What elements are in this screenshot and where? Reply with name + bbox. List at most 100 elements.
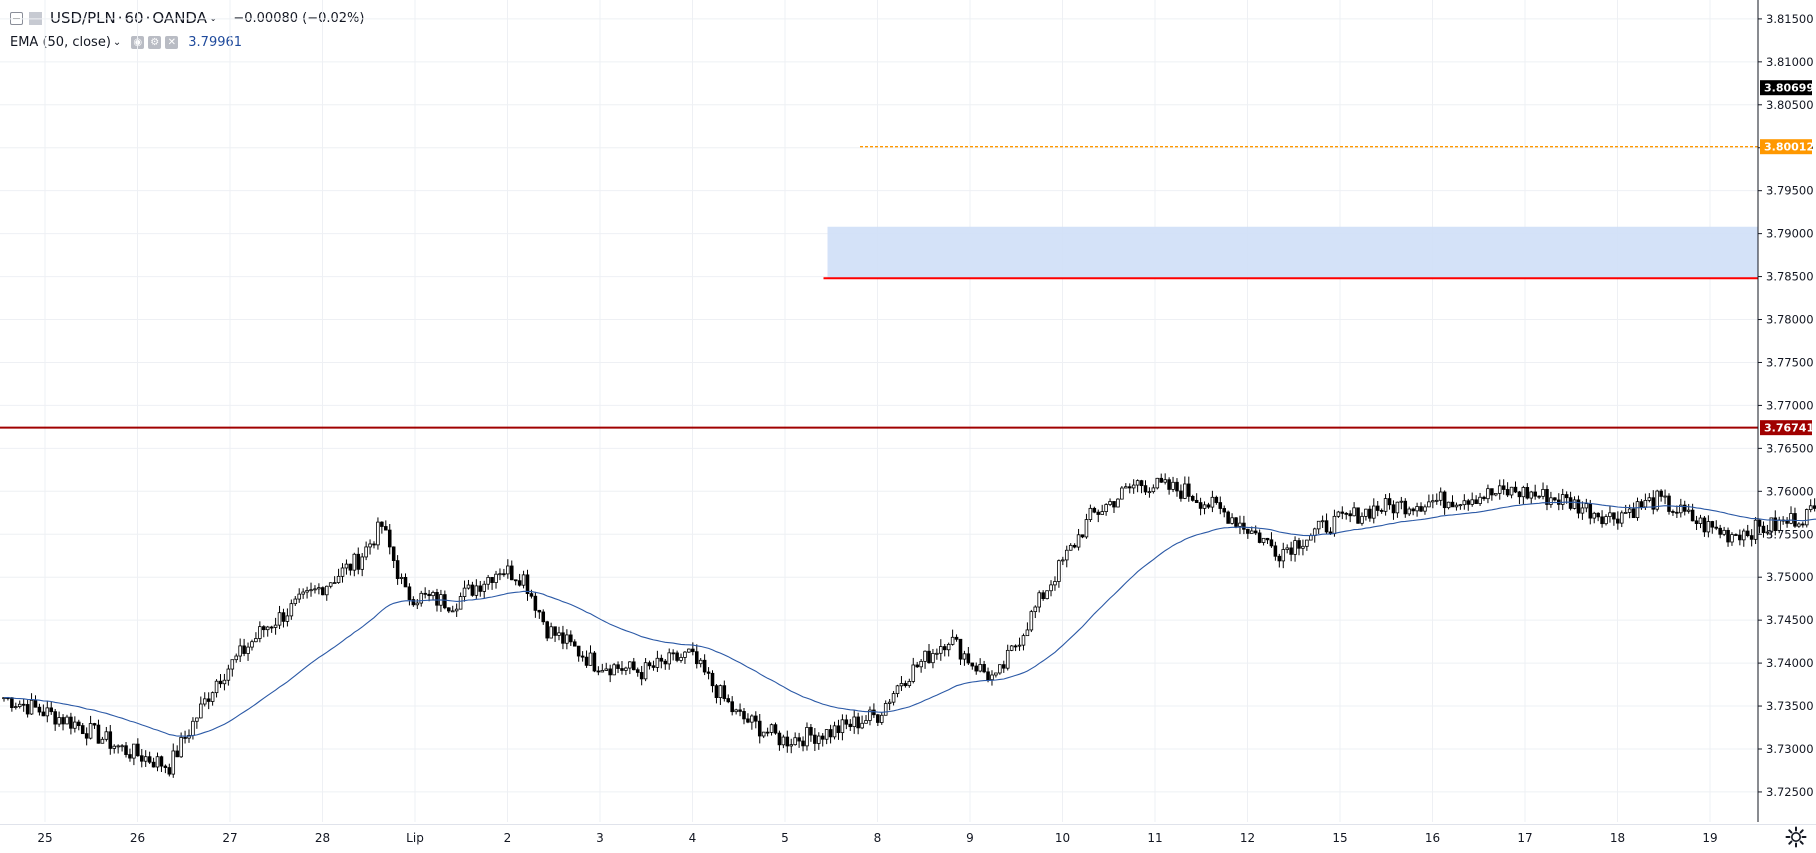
candle-body (683, 651, 687, 658)
candle-body (647, 662, 652, 667)
symbol-name[interactable]: USD/PLN (50, 9, 116, 27)
candle-body (1124, 486, 1128, 489)
remove-icon[interactable]: ✕ (165, 35, 179, 49)
candle-body (1316, 520, 1321, 530)
candle-body (742, 711, 746, 720)
candle-body (1344, 512, 1349, 515)
candle-body (458, 596, 463, 610)
candle-body (600, 670, 605, 673)
candle-body (277, 612, 282, 626)
candle-body (1549, 497, 1553, 505)
candle-body (297, 593, 301, 600)
candle-body (1769, 517, 1774, 533)
candle-body (77, 721, 81, 727)
price-tick-label: 3.77000 (1766, 398, 1814, 412)
candle-body (911, 664, 916, 682)
candle-body (1801, 523, 1805, 526)
candle-body (1214, 496, 1219, 503)
interval[interactable]: 60 (124, 9, 144, 27)
candle-body (159, 756, 164, 767)
candle-body (1580, 507, 1585, 514)
candle-body (238, 645, 242, 657)
indicator-label[interactable]: EMA (50, close) (10, 34, 111, 50)
candle-body (651, 665, 656, 668)
separator-dot-2: · (145, 9, 151, 27)
candle-body (1730, 534, 1734, 543)
candle-body (84, 733, 89, 739)
gear-icon[interactable] (1784, 825, 1808, 849)
candle-body (517, 580, 522, 586)
candle-body (864, 720, 868, 724)
candle-body (328, 582, 333, 587)
time-tick-label: 25 (37, 831, 52, 845)
candle-body (1206, 504, 1211, 508)
candle-body (41, 711, 46, 717)
candle-body (675, 652, 679, 661)
candle-body (49, 707, 54, 713)
candle-body (962, 653, 967, 660)
candle-body (1372, 505, 1376, 519)
candle-body (155, 756, 160, 768)
candle-body (262, 626, 266, 631)
candle-body (1127, 486, 1132, 489)
candle-body (1647, 497, 1652, 501)
indicator-chevron-down-icon[interactable]: ⌄ (112, 36, 122, 48)
candle-body (1116, 498, 1120, 508)
candle-body (856, 716, 860, 729)
candle-body (958, 638, 963, 660)
candle-body (604, 668, 609, 671)
candle-body (1190, 495, 1195, 501)
candle-body (1686, 509, 1691, 512)
candle-body (553, 626, 557, 636)
chevron-down-icon[interactable]: ⌄ (208, 12, 218, 24)
candle-body (1612, 512, 1616, 520)
candle-body (506, 565, 510, 575)
candle-body (608, 668, 612, 676)
price-tick-label: 3.74000 (1766, 656, 1814, 670)
candle-body (1710, 521, 1715, 528)
candle-body (879, 714, 884, 723)
candle-body (994, 672, 998, 676)
time-tick-label: 18 (1610, 831, 1625, 845)
price-tick-label: 3.76000 (1766, 484, 1814, 498)
candle-body (1797, 523, 1801, 527)
candle-body (777, 732, 782, 746)
candle-body (817, 735, 821, 744)
candle-body (541, 611, 546, 623)
broker[interactable]: OANDA (152, 9, 207, 27)
settings-icon[interactable]: ⚙ (148, 35, 162, 49)
candle-body (970, 662, 975, 667)
time-axis[interactable]: 25 26 27 28 Lip 2 3 4 5 8 9 10 11 12 15 16 17 18 19 (37, 831, 1717, 845)
collapse-icon[interactable] (10, 11, 23, 25)
candle-body (108, 731, 113, 749)
price-tick-label: 3.74500 (1766, 613, 1814, 627)
candle-body (1379, 510, 1384, 512)
candle-body (899, 683, 904, 687)
price-axis[interactable]: 3.72500 3.73000 3.73500 3.74000 3.74500 3.750… (1757, 0, 1814, 822)
candle-body (734, 709, 738, 713)
candle-body (1474, 499, 1478, 505)
candle-body (632, 661, 636, 671)
candle-body (1804, 509, 1809, 526)
candle-body (269, 626, 274, 629)
candle-body (1761, 525, 1766, 533)
candle-body (340, 567, 345, 577)
candle-body (1080, 534, 1085, 538)
candle-body (596, 670, 601, 673)
candle-body (746, 718, 750, 723)
last-price-tag (1760, 80, 1812, 96)
candle-body (447, 607, 451, 612)
candle-body (17, 703, 22, 707)
candle-body (143, 756, 148, 762)
candle-body (1458, 504, 1463, 507)
candle-body (199, 703, 203, 719)
candle-body (1175, 481, 1179, 492)
candle-body (990, 674, 994, 681)
candle-body (714, 685, 719, 699)
time-tick-label: 15 (1332, 831, 1347, 845)
candle-body (939, 646, 943, 654)
time-tick-label: 27 (222, 831, 237, 845)
candle-body (1564, 494, 1569, 499)
candle-body (1147, 491, 1152, 494)
